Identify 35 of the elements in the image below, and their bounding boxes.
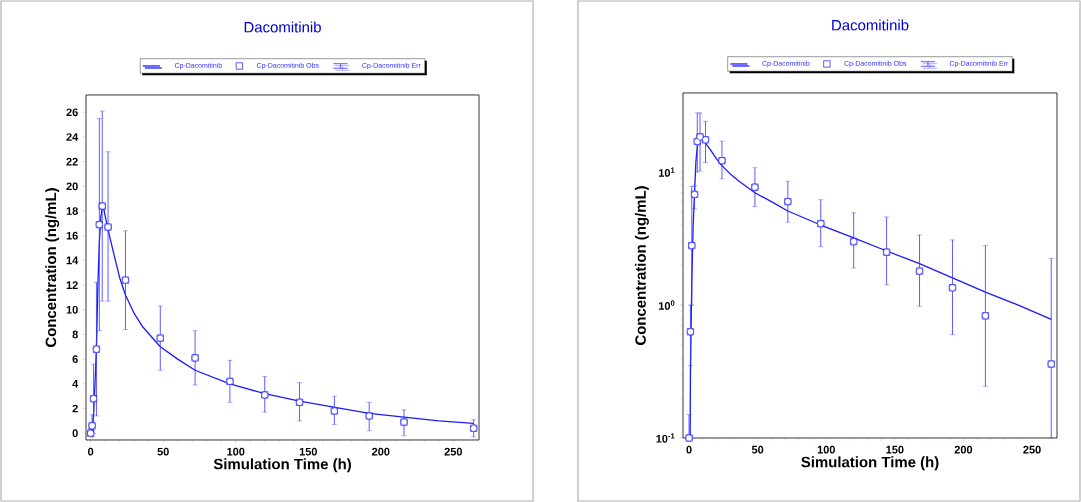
- y-tick-label: 16: [66, 231, 78, 240]
- x-tick-label: 50: [157, 447, 169, 456]
- y-tick-label: 10$^{1}$: [658, 167, 675, 177]
- x-tick-label: 0: [88, 447, 94, 456]
- y-tick-label: 8: [72, 330, 78, 339]
- x-tick-label: 150: [299, 447, 317, 456]
- y-tick-label: 12: [66, 281, 78, 289]
- x-tick-label: 50: [751, 445, 764, 454]
- y-tick-label: 26: [66, 108, 78, 117]
- y-tick-label: 10$^{0}$: [658, 300, 675, 310]
- y-tick-label: 20: [66, 182, 78, 191]
- y-axis-title: Concentration (ng/mL): [45, 188, 60, 347]
- x-tick-label: 250: [444, 447, 463, 456]
- chart-title: Dacomitinib: [244, 21, 321, 33]
- y-tick-label: 24: [66, 133, 79, 141]
- y-tick-label: 2: [72, 404, 78, 413]
- chart-title: Dacomitinib: [832, 19, 909, 31]
- y-tick-label: 0: [72, 429, 78, 438]
- x-tick-label: 250: [1023, 445, 1041, 454]
- x-tick-label: 150: [886, 445, 904, 454]
- x-tick-label: 0: [686, 445, 692, 454]
- x-tick-label: 200: [372, 447, 390, 456]
- y-tick-label: 10$^{-1}$: [656, 433, 675, 443]
- x-tick-label: 100: [817, 445, 835, 454]
- y-axis-title: Concentration (ng/mL): [634, 186, 649, 345]
- y-tick-label: 6: [72, 355, 78, 364]
- y-tick-label: 18: [66, 207, 78, 215]
- x-axis-title: Simulation Time (h): [801, 456, 939, 471]
- x-axis-title: Simulation Time (h): [213, 458, 351, 473]
- x-tick-label: 100: [227, 447, 245, 456]
- y-tick-label: 14: [66, 256, 79, 265]
- y-tick-label: 10: [66, 305, 78, 314]
- y-tick-label: 4: [72, 380, 79, 388]
- y-tick-label: 22: [66, 157, 78, 166]
- x-tick-label: 200: [954, 445, 973, 454]
